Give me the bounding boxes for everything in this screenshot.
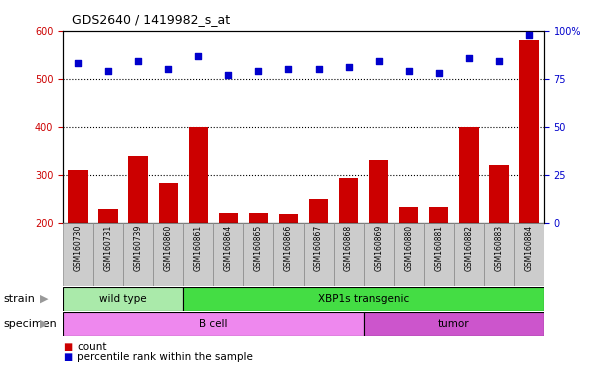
Point: [254, 68, 263, 74]
Bar: [219, 213, 238, 223]
Text: GSM160883: GSM160883: [495, 225, 503, 271]
Text: GSM160881: GSM160881: [435, 225, 443, 271]
Point: [314, 66, 323, 72]
Text: specimen: specimen: [3, 319, 56, 329]
Text: ▶: ▶: [40, 319, 48, 329]
Point: [344, 64, 353, 70]
Text: percentile rank within the sample: percentile rank within the sample: [77, 352, 253, 362]
Point: [434, 70, 444, 76]
Text: GSM160880: GSM160880: [404, 225, 413, 271]
Text: GSM160730: GSM160730: [74, 225, 82, 271]
Point: [284, 66, 293, 72]
Text: GSM160866: GSM160866: [284, 225, 293, 271]
Text: GSM160864: GSM160864: [224, 225, 233, 271]
Text: wild type: wild type: [99, 294, 147, 304]
Bar: [514, 223, 544, 286]
Bar: [339, 178, 358, 223]
Point: [163, 66, 173, 72]
Bar: [394, 223, 424, 286]
Text: ▶: ▶: [40, 294, 48, 304]
Bar: [334, 223, 364, 286]
Text: ■: ■: [63, 352, 72, 362]
Text: GSM160865: GSM160865: [254, 225, 263, 271]
Point: [194, 53, 203, 59]
Bar: [93, 223, 123, 286]
Bar: [249, 213, 268, 223]
Text: XBP1s transgenic: XBP1s transgenic: [318, 294, 409, 304]
Text: tumor: tumor: [438, 319, 469, 329]
Bar: [484, 223, 514, 286]
Bar: [183, 223, 213, 286]
Point: [374, 58, 383, 65]
Bar: [489, 165, 508, 223]
Bar: [304, 223, 334, 286]
Point: [404, 68, 413, 74]
Bar: [99, 209, 118, 223]
Bar: [364, 312, 544, 336]
Bar: [129, 156, 148, 223]
Bar: [153, 223, 183, 286]
Text: GSM160867: GSM160867: [314, 225, 323, 271]
Text: GSM160869: GSM160869: [374, 225, 383, 271]
Bar: [213, 223, 243, 286]
Bar: [273, 223, 304, 286]
Point: [73, 60, 83, 66]
Bar: [243, 223, 273, 286]
Bar: [63, 287, 183, 311]
Bar: [519, 40, 538, 223]
Bar: [459, 127, 478, 223]
Text: GSM160882: GSM160882: [465, 225, 473, 271]
Point: [133, 58, 143, 65]
Bar: [123, 223, 153, 286]
Point: [464, 55, 474, 61]
Point: [494, 58, 504, 65]
Point: [524, 31, 534, 38]
Bar: [279, 214, 298, 223]
Point: [224, 72, 233, 78]
Bar: [63, 223, 93, 286]
Bar: [63, 312, 364, 336]
Bar: [183, 287, 544, 311]
Text: GSM160861: GSM160861: [194, 225, 203, 271]
Text: GSM160731: GSM160731: [104, 225, 112, 271]
Text: count: count: [77, 342, 106, 352]
Text: ■: ■: [63, 342, 72, 352]
Text: GSM160868: GSM160868: [344, 225, 353, 271]
Text: GDS2640 / 1419982_s_at: GDS2640 / 1419982_s_at: [72, 13, 230, 26]
Bar: [309, 199, 328, 223]
Text: GSM160860: GSM160860: [164, 225, 172, 271]
Bar: [454, 223, 484, 286]
Bar: [189, 127, 208, 223]
Text: strain: strain: [3, 294, 35, 304]
Bar: [399, 207, 418, 223]
Bar: [364, 223, 394, 286]
Bar: [159, 183, 178, 223]
Text: GSM160884: GSM160884: [525, 225, 533, 271]
Text: B cell: B cell: [199, 319, 228, 329]
Bar: [69, 170, 88, 223]
Text: GSM160739: GSM160739: [134, 225, 142, 271]
Bar: [369, 161, 388, 223]
Bar: [429, 207, 448, 223]
Point: [103, 68, 113, 74]
Bar: [424, 223, 454, 286]
